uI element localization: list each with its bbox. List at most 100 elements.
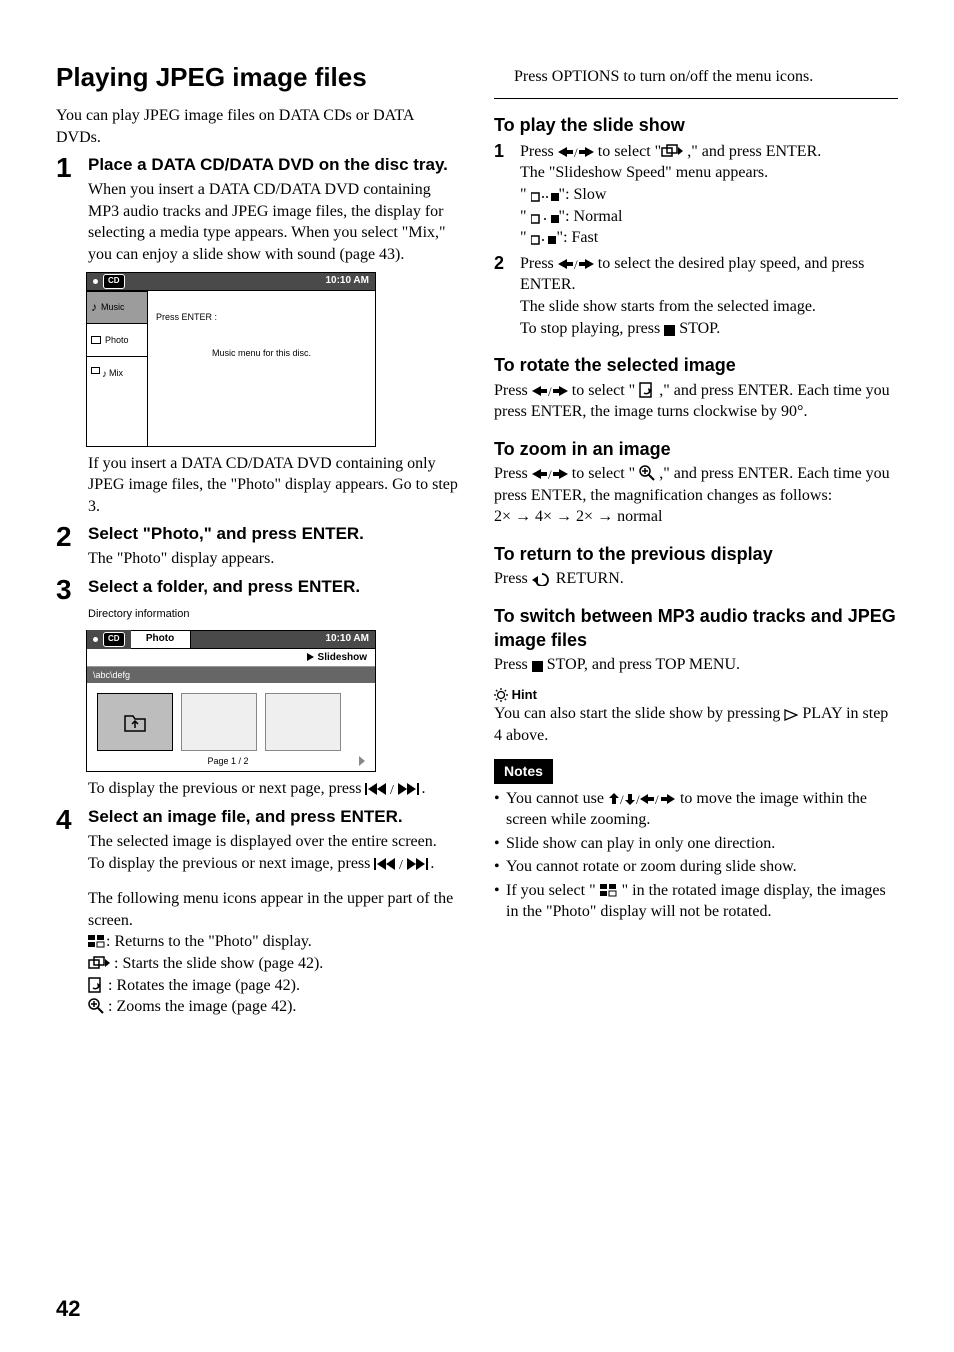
four-arrows-icon: / / / xyxy=(608,793,676,806)
step-number: 1 xyxy=(56,154,78,182)
left-right-arrows-icon: / xyxy=(558,258,594,271)
speed-option: " ": Normal xyxy=(520,206,898,228)
step-title: Select a folder, and press ENTER. xyxy=(88,576,460,599)
mix-icon: ♪ xyxy=(91,367,105,379)
speed-slow-icon xyxy=(531,192,559,202)
intro-text: You can play JPEG image files on DATA CD… xyxy=(56,105,460,148)
disc-icon: CD xyxy=(87,630,131,649)
speed-option: " ": Slow xyxy=(520,184,898,206)
diagram-text: Press ENTER : xyxy=(148,311,217,323)
step-number: 4 xyxy=(56,806,78,834)
substep-2: 2 Press / to select the desired play spe… xyxy=(494,253,898,339)
section-body: Press RETURN. xyxy=(494,568,898,590)
clock-text: 10:10 AM xyxy=(325,274,369,288)
hint-body: You can also start the slide show by pre… xyxy=(494,703,898,746)
left-right-arrows-icon: / xyxy=(558,146,594,159)
notes-list: You cannot use / / / to move the image w… xyxy=(494,788,898,924)
path-bar: \abc\defg xyxy=(87,667,375,683)
disc-icon: CD xyxy=(93,274,125,289)
speed-fast-icon xyxy=(531,235,557,245)
svg-text:/: / xyxy=(636,793,640,806)
slideshow-icon xyxy=(88,956,110,971)
section-title: To return to the previous display xyxy=(494,542,898,566)
page-number: 42 xyxy=(56,1294,80,1324)
zoom-sequence: 2× → 4× → 2× → normal xyxy=(494,506,898,528)
step-text: The selected image is displayed over the… xyxy=(88,831,460,853)
zoom-icon xyxy=(639,465,655,481)
return-icon xyxy=(532,572,552,586)
substep-1: 1 Press / to select " ," and press ENTER… xyxy=(494,141,898,249)
next-page-icon xyxy=(359,756,365,766)
prev-next-icon: / xyxy=(365,782,421,796)
play-outline-icon xyxy=(784,709,798,721)
icon-desc: : Returns to the "Photo" display. xyxy=(88,931,460,953)
note-item: If you select " " in the rotated image d… xyxy=(494,880,898,923)
folder-thumb xyxy=(265,693,341,751)
directory-info-label: Directory information xyxy=(88,607,460,622)
music-icon: ♪ xyxy=(91,299,97,315)
section-title: To zoom in an image xyxy=(494,437,898,461)
folder-up-icon xyxy=(122,711,148,733)
step-text: The "Photo" display appears. xyxy=(88,548,460,570)
photo-browser-diagram: CD Photo 10:10 AM Slideshow \abc\defg Pa… xyxy=(86,630,376,773)
note-item: You cannot rotate or zoom during slide s… xyxy=(494,856,898,878)
hint-label: Hint xyxy=(494,686,898,704)
step-title: Select an image file, and press ENTER. xyxy=(88,806,460,829)
page-title: Playing JPEG image files xyxy=(56,60,460,95)
grid-return-icon xyxy=(600,884,618,898)
slideshow-icon xyxy=(661,144,683,159)
icon-desc: : Rotates the image (page 42). xyxy=(88,975,460,997)
step-title: Place a DATA CD/DATA DVD on the disc tra… xyxy=(88,154,460,177)
step-3: 3 Select a folder, and press ENTER. Dire… xyxy=(56,576,460,624)
substep-number: 2 xyxy=(494,253,510,275)
step-number: 3 xyxy=(56,576,78,604)
stop-icon xyxy=(664,325,675,336)
svg-text:/: / xyxy=(574,146,578,159)
rotate-icon xyxy=(88,977,104,993)
folder-thumb xyxy=(97,693,173,751)
step-title: Select "Photo," and press ENTER. xyxy=(88,523,460,546)
folder-thumb xyxy=(181,693,257,751)
media-item-photo: Photo xyxy=(87,324,147,357)
media-item-music: ♪ Music xyxy=(87,291,147,324)
left-right-arrows-icon: / xyxy=(532,385,568,398)
icon-desc: : Zooms the image (page 42). xyxy=(88,996,460,1018)
clock-text: 10:10 AM xyxy=(191,631,375,648)
step-text: To display the previous or next image, p… xyxy=(88,853,460,875)
step-number: 2 xyxy=(56,523,78,551)
media-select-diagram: CD 10:10 AM ♪ Music Photo ♪ xyxy=(86,272,376,447)
stop-icon xyxy=(532,661,543,672)
svg-text:/: / xyxy=(548,468,552,481)
step-text: The following menu icons appear in the u… xyxy=(88,888,460,931)
diagram-text: Music menu for this disc. xyxy=(212,347,311,359)
step-1: 1 Place a DATA CD/DATA DVD on the disc t… xyxy=(56,154,460,265)
note-item: You cannot use / / / to move the image w… xyxy=(494,788,898,831)
svg-text:/: / xyxy=(655,793,659,806)
slideshow-bar: Slideshow xyxy=(87,649,375,668)
section-body: Press STOP, and press TOP MENU. xyxy=(494,654,898,676)
options-note: Press OPTIONS to turn on/off the menu ic… xyxy=(494,66,898,88)
note-item: Slide show can play in only one directio… xyxy=(494,833,898,855)
zoom-icon xyxy=(88,998,104,1014)
photo-icon xyxy=(91,336,101,344)
media-item-mix: ♪ Mix xyxy=(87,357,147,390)
page-indicator: Page 1 / 2 xyxy=(207,755,248,767)
play-icon xyxy=(307,653,314,661)
svg-text:/: / xyxy=(399,858,403,871)
section-title: To switch between MP3 audio tracks and J… xyxy=(494,604,898,653)
step1-after: If you insert a DATA CD/DATA DVD contain… xyxy=(56,453,460,518)
step-2: 2 Select "Photo," and press ENTER. The "… xyxy=(56,523,460,570)
speed-normal-icon xyxy=(531,214,559,224)
left-right-arrows-icon: / xyxy=(532,468,568,481)
substep-number: 1 xyxy=(494,141,510,163)
svg-text:/: / xyxy=(390,783,394,796)
section-body: Press / to select " ," and press ENTER. … xyxy=(494,380,898,423)
rotate-icon xyxy=(639,382,655,398)
svg-text:/: / xyxy=(620,793,624,806)
prev-next-icon: / xyxy=(374,857,430,871)
section-title: To play the slide show xyxy=(494,113,898,137)
notes-label: Notes xyxy=(494,759,553,784)
svg-text:/: / xyxy=(574,258,578,271)
speed-option: " ": Fast xyxy=(520,227,898,249)
after-diagram2-text: To display the previous or next page, pr… xyxy=(56,778,460,800)
